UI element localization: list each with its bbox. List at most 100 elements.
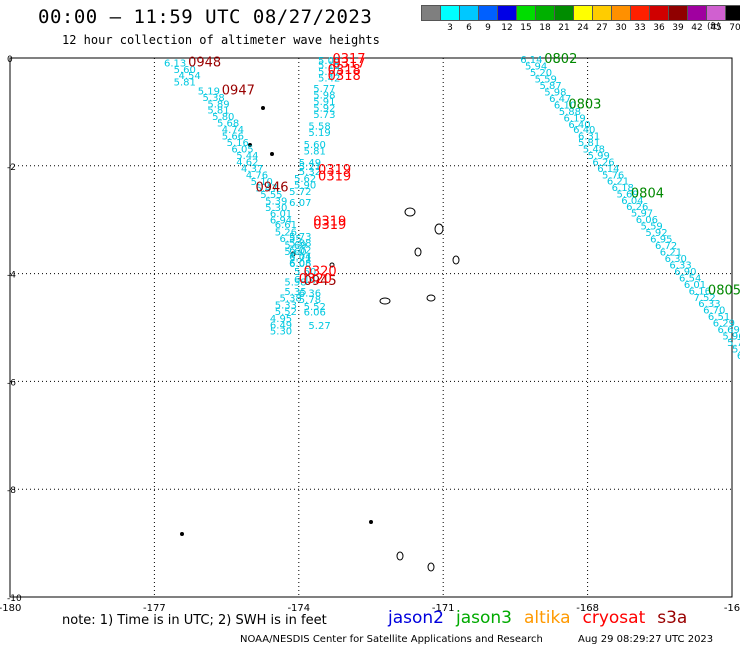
- island-dot: [261, 106, 265, 110]
- island-outline: [434, 223, 444, 235]
- swh-value: 6.13: [164, 58, 186, 69]
- swh-value: 5.58: [308, 121, 330, 132]
- swh-value: 6.14: [520, 55, 542, 66]
- satellite-name: altika: [524, 608, 571, 628]
- swh-value: 6.70: [703, 306, 725, 317]
- swh-value: 6.21: [607, 176, 629, 187]
- swh-value: 6.33: [669, 260, 691, 271]
- swh-value: 6.31: [578, 132, 600, 143]
- time-label: 0805: [708, 283, 740, 298]
- swh-value: 5.81: [174, 78, 196, 89]
- x-tick-label: -171: [432, 603, 455, 614]
- island-outline: [452, 255, 460, 265]
- swh-value: 5.92: [645, 228, 667, 239]
- swh-value: 5.73: [313, 110, 335, 121]
- swh-value: 5.19: [308, 128, 330, 139]
- swh-value: 4.74: [222, 125, 244, 136]
- swh-value: 6.51: [708, 312, 730, 323]
- y-tick-label: -6: [7, 378, 16, 388]
- satellite-name: jason3: [456, 608, 512, 628]
- swh-value: 4.62: [236, 157, 258, 168]
- swh-value: 5.60: [284, 247, 306, 258]
- legend-swatch: 70: [725, 5, 740, 33]
- swh-value: 5.52: [304, 302, 326, 313]
- swh-value: 5.94: [525, 62, 547, 73]
- swh-value: 5.26: [275, 228, 297, 239]
- swh-value: 5.68: [217, 119, 239, 130]
- swh-value: 5.52: [275, 307, 297, 318]
- swh-value: 6.40: [573, 125, 595, 136]
- swh-value: 5.32: [299, 167, 321, 178]
- legend-swatch-label: 45: [710, 23, 722, 33]
- swh-value: 6.26: [592, 157, 614, 168]
- time-label: 0802: [544, 52, 577, 67]
- swh-value: 5.35: [284, 287, 306, 298]
- swh-value: 6.01: [270, 209, 292, 220]
- swh-value: 6.02: [289, 245, 311, 256]
- time-label: 0319: [313, 218, 346, 233]
- swh-value: 5.62: [294, 174, 316, 185]
- legend-swatch-label: 12: [501, 23, 513, 33]
- swh-value: 6.90: [674, 267, 696, 278]
- time-label: 0947: [222, 83, 255, 98]
- x-tick-label: -174: [287, 603, 310, 614]
- swh-value: 5.48: [583, 145, 605, 156]
- time-label: 0320: [299, 272, 332, 287]
- satellite-name: jason2: [388, 608, 444, 628]
- swh-value: 5.69: [616, 189, 638, 200]
- swh-value: 5.92: [313, 104, 335, 115]
- swh-value: 6.19: [564, 113, 586, 124]
- time-label: 0945: [304, 274, 337, 289]
- swh-value: 6.07: [289, 198, 311, 209]
- time-label: 0317: [332, 52, 365, 67]
- swh-value: 6.33: [698, 299, 720, 310]
- swh-value: 5.77: [313, 84, 335, 95]
- legend-swatch-label: 3: [447, 23, 453, 33]
- x-tick-label: -16: [724, 603, 740, 614]
- swh-value: 6.10: [554, 100, 576, 111]
- legend-swatch: 33: [630, 5, 650, 33]
- time-label: 0320: [304, 264, 337, 279]
- swh-value: 5.38: [280, 293, 302, 304]
- swh-value: 5.59: [535, 74, 557, 85]
- y-tick-label: -8: [7, 486, 16, 496]
- satellite-legend: jason2 jason3 altika cryosat s3a: [388, 608, 699, 628]
- swh-value: 5.73: [727, 338, 740, 349]
- time-label: 0318: [328, 63, 361, 78]
- swh-value: 5.10: [251, 177, 273, 188]
- swh-value: 5.98: [313, 91, 335, 102]
- legend-swatch: 27: [592, 5, 612, 33]
- time-label: 0803: [568, 97, 601, 112]
- island-outline: [329, 262, 335, 268]
- island-outline: [396, 551, 404, 561]
- swh-value: 5.16: [227, 138, 249, 149]
- swh-value: 6.05: [289, 259, 311, 270]
- swh-value: 5.19: [198, 86, 220, 97]
- swh-color-legend: 3 6 9 12 15 18 21 24 27 30 33 36 39 42 45 70: [421, 5, 740, 33]
- time-label: 0319: [318, 163, 351, 178]
- swh-value: 6.36: [299, 288, 321, 299]
- swh-value: 5.81: [304, 147, 326, 158]
- swh-value: 5.55: [260, 190, 282, 201]
- island-outline: [290, 251, 296, 257]
- legend-swatch-label: 30: [615, 23, 627, 33]
- swh-value: 6.69: [718, 325, 740, 336]
- island-outline: [427, 562, 435, 572]
- swh-value: 6.26: [626, 202, 648, 213]
- swh-value: 5.42: [318, 73, 340, 84]
- swh-value: 6.08: [289, 258, 311, 269]
- island-dot: [180, 532, 184, 536]
- legend-swatch-label: 36: [653, 23, 665, 33]
- swh-value: 5.57: [318, 67, 340, 78]
- swh-value: 5.49: [299, 158, 321, 169]
- island-outline: [404, 207, 416, 217]
- axis-ticks: -180 -177 -174 -171 -168 -16 0 -2 -4 -6 -8 -10: [0, 55, 740, 614]
- swh-value: 5.99: [588, 151, 610, 162]
- swh-value: 6.61: [275, 220, 297, 231]
- legend-swatch-label: 9: [485, 23, 491, 33]
- swh-value: 5.05: [318, 56, 340, 67]
- swh-value: 6.30: [665, 254, 687, 265]
- swh-value: 5.88: [559, 107, 581, 118]
- swh-value: 6.94: [270, 216, 292, 227]
